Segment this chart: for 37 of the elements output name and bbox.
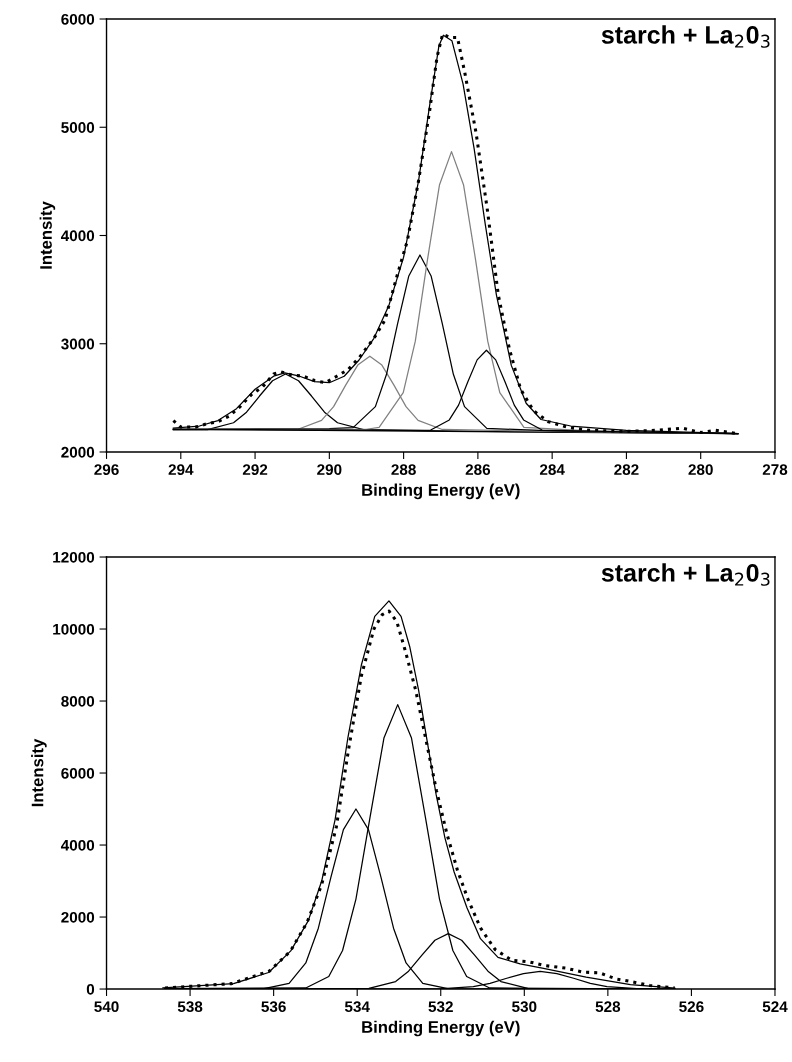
y-tick-label: 2000 xyxy=(61,446,95,458)
y-tick-label: 5000 xyxy=(61,122,95,133)
y-tick-label: 6000 xyxy=(61,13,95,25)
y-tick-label: 6000 xyxy=(61,767,95,779)
y-tick-label: 0 xyxy=(86,983,95,995)
x-tick-label: 292 xyxy=(242,464,268,476)
annotation: starch + La$_{2}$0$_{3}$ xyxy=(601,563,770,586)
annotation: starch + La$_{2}$0$_{3}$ xyxy=(601,25,770,48)
x-tick-label: 524 xyxy=(762,1001,788,1013)
y-tick-label: 4000 xyxy=(60,839,95,851)
x-tick-label: 288 xyxy=(391,464,416,476)
x-tick-label: 532 xyxy=(428,1001,453,1013)
y-tick-label: 12000 xyxy=(53,551,95,563)
y-axis-title: Intensity xyxy=(39,201,56,269)
y-tick-label: 8000 xyxy=(61,695,95,707)
y-tick-label: 4000 xyxy=(60,230,95,242)
x-tick-label: 278 xyxy=(762,464,788,476)
y-axis-title: Intensity xyxy=(31,738,47,807)
x-tick-label: 536 xyxy=(261,1001,286,1013)
x-tick-label: 282 xyxy=(614,464,639,476)
y-tick-label: 3000 xyxy=(61,338,95,350)
y-tick-label: 10000 xyxy=(53,623,95,635)
x-tick-label: 538 xyxy=(177,1001,203,1013)
x-tick-label: 530 xyxy=(512,1001,537,1013)
x-tick-label: 296 xyxy=(94,464,119,476)
x-tick-label: 290 xyxy=(317,464,342,476)
x-tick-label: 294 xyxy=(168,464,194,476)
x-tick-label: 540 xyxy=(94,1001,119,1013)
x-tick-label: 284 xyxy=(539,464,565,476)
y-tick-label: 2000 xyxy=(61,911,95,923)
x-tick-label: 534 xyxy=(344,1001,370,1013)
x-tick-label: 528 xyxy=(595,1001,621,1013)
x-axis-title: Binding Energy (eV) xyxy=(362,1020,520,1037)
x-tick-label: 280 xyxy=(688,464,713,476)
x-tick-label: 286 xyxy=(465,464,491,476)
x-axis-title: Binding Energy (eV) xyxy=(362,483,520,500)
x-tick-label: 526 xyxy=(679,1001,704,1013)
